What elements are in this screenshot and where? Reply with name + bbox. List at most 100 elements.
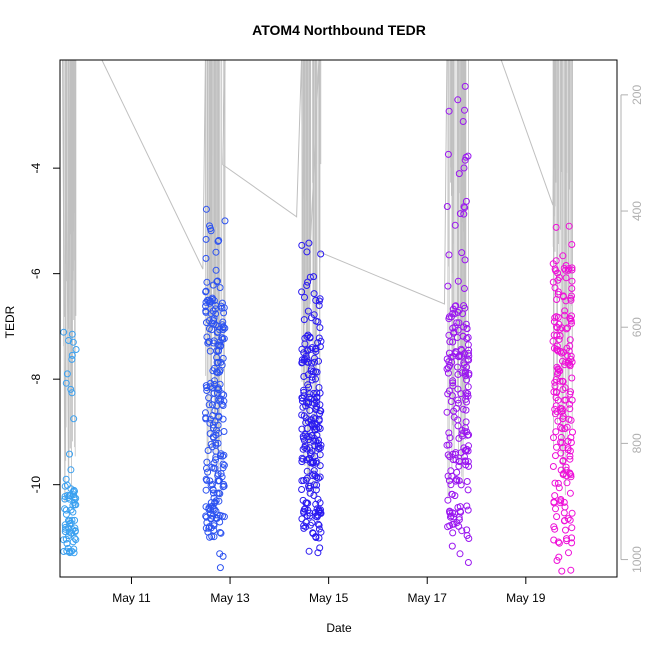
- data-point: [202, 415, 210, 423]
- data-point: [312, 404, 320, 412]
- data-point: [313, 505, 321, 513]
- data-point: [443, 408, 451, 416]
- altitude-trace-bundle: [63, 60, 77, 500]
- data-point: [216, 529, 224, 536]
- data-point: [307, 314, 315, 322]
- data-point: [299, 496, 307, 504]
- data-point: [216, 490, 224, 498]
- data-point: [303, 399, 311, 406]
- altitude-trace-line: [62, 60, 573, 502]
- data-point: [218, 299, 226, 307]
- data-point: [567, 439, 575, 446]
- data-point: [567, 315, 575, 323]
- data-point: [457, 449, 465, 457]
- data-point: [303, 474, 311, 482]
- data-point: [568, 285, 576, 292]
- data-point: [311, 396, 319, 404]
- data-point: [314, 508, 322, 516]
- data-point: [310, 414, 318, 422]
- data-point: [212, 439, 220, 447]
- data-point: [449, 379, 457, 387]
- data-point: [463, 502, 471, 510]
- data-point: [305, 383, 313, 391]
- data-point: [205, 338, 213, 346]
- data-point: [208, 326, 216, 334]
- data-point: [213, 402, 221, 410]
- data-point: [210, 337, 218, 345]
- data-point: [220, 482, 228, 490]
- data-point: [558, 425, 566, 432]
- data-point: [206, 419, 214, 427]
- data-point: [300, 509, 308, 517]
- data-point: [567, 566, 575, 574]
- data-point: [454, 363, 461, 371]
- data-point: [556, 367, 564, 375]
- data-point: [563, 351, 571, 359]
- data-point: [301, 431, 309, 439]
- data-point: [553, 346, 561, 353]
- data-point: [465, 442, 472, 450]
- data-point: [301, 293, 308, 301]
- data-point: [219, 335, 227, 343]
- data-point: [463, 445, 471, 453]
- data-point: [212, 301, 220, 309]
- data-point: [553, 408, 561, 416]
- data-point: [550, 434, 557, 442]
- data-point: [562, 262, 570, 269]
- data-point: [303, 355, 311, 363]
- data-point: [464, 341, 472, 349]
- data-point: [211, 498, 219, 506]
- data-point: [555, 366, 563, 374]
- data-point: [563, 325, 570, 333]
- data-point: [298, 454, 306, 462]
- data-point: [212, 310, 220, 318]
- data-point: [566, 469, 574, 477]
- data-point: [205, 401, 213, 409]
- data-point: [443, 203, 451, 210]
- chart-title: ATOM4 Northbound TEDR: [252, 22, 426, 38]
- data-point: [455, 462, 463, 470]
- data-point: [464, 486, 472, 494]
- data-point: [71, 487, 78, 495]
- data-point: [219, 326, 227, 334]
- data-point: [202, 302, 210, 310]
- data-point: [463, 363, 471, 371]
- data-point: [203, 387, 211, 394]
- data-point: [559, 386, 567, 393]
- data-point: [447, 398, 455, 405]
- data-point: [304, 371, 312, 379]
- data-point: [310, 470, 318, 478]
- scatter-cluster: [443, 82, 473, 566]
- data-point: [62, 506, 70, 514]
- right-axis-tick-label: 400: [630, 201, 644, 221]
- data-point: [566, 342, 574, 350]
- data-point: [444, 282, 452, 290]
- data-point: [313, 513, 321, 521]
- data-point: [568, 241, 576, 248]
- data-point: [446, 338, 454, 346]
- x-tick-label: May 15: [309, 591, 349, 605]
- data-point: [300, 524, 308, 532]
- data-point: [216, 452, 224, 460]
- data-point: [462, 389, 470, 397]
- data-point: [549, 463, 557, 470]
- data-point: [69, 526, 77, 534]
- data-point: [464, 559, 472, 566]
- data-point: [568, 312, 575, 320]
- data-point: [558, 349, 565, 357]
- data-point: [202, 235, 210, 243]
- data-point: [453, 319, 461, 327]
- data-point: [218, 473, 226, 481]
- data-point: [556, 499, 564, 507]
- data-point: [67, 506, 75, 514]
- data-point: [215, 429, 223, 437]
- data-point: [220, 304, 228, 312]
- data-point: [221, 324, 229, 332]
- data-point: [552, 388, 560, 396]
- data-point: [449, 382, 457, 390]
- data-point: [310, 290, 318, 298]
- data-point: [552, 452, 559, 460]
- data-point: [450, 328, 458, 336]
- data-point: [549, 260, 557, 268]
- x-tick-label: May 17: [408, 591, 448, 605]
